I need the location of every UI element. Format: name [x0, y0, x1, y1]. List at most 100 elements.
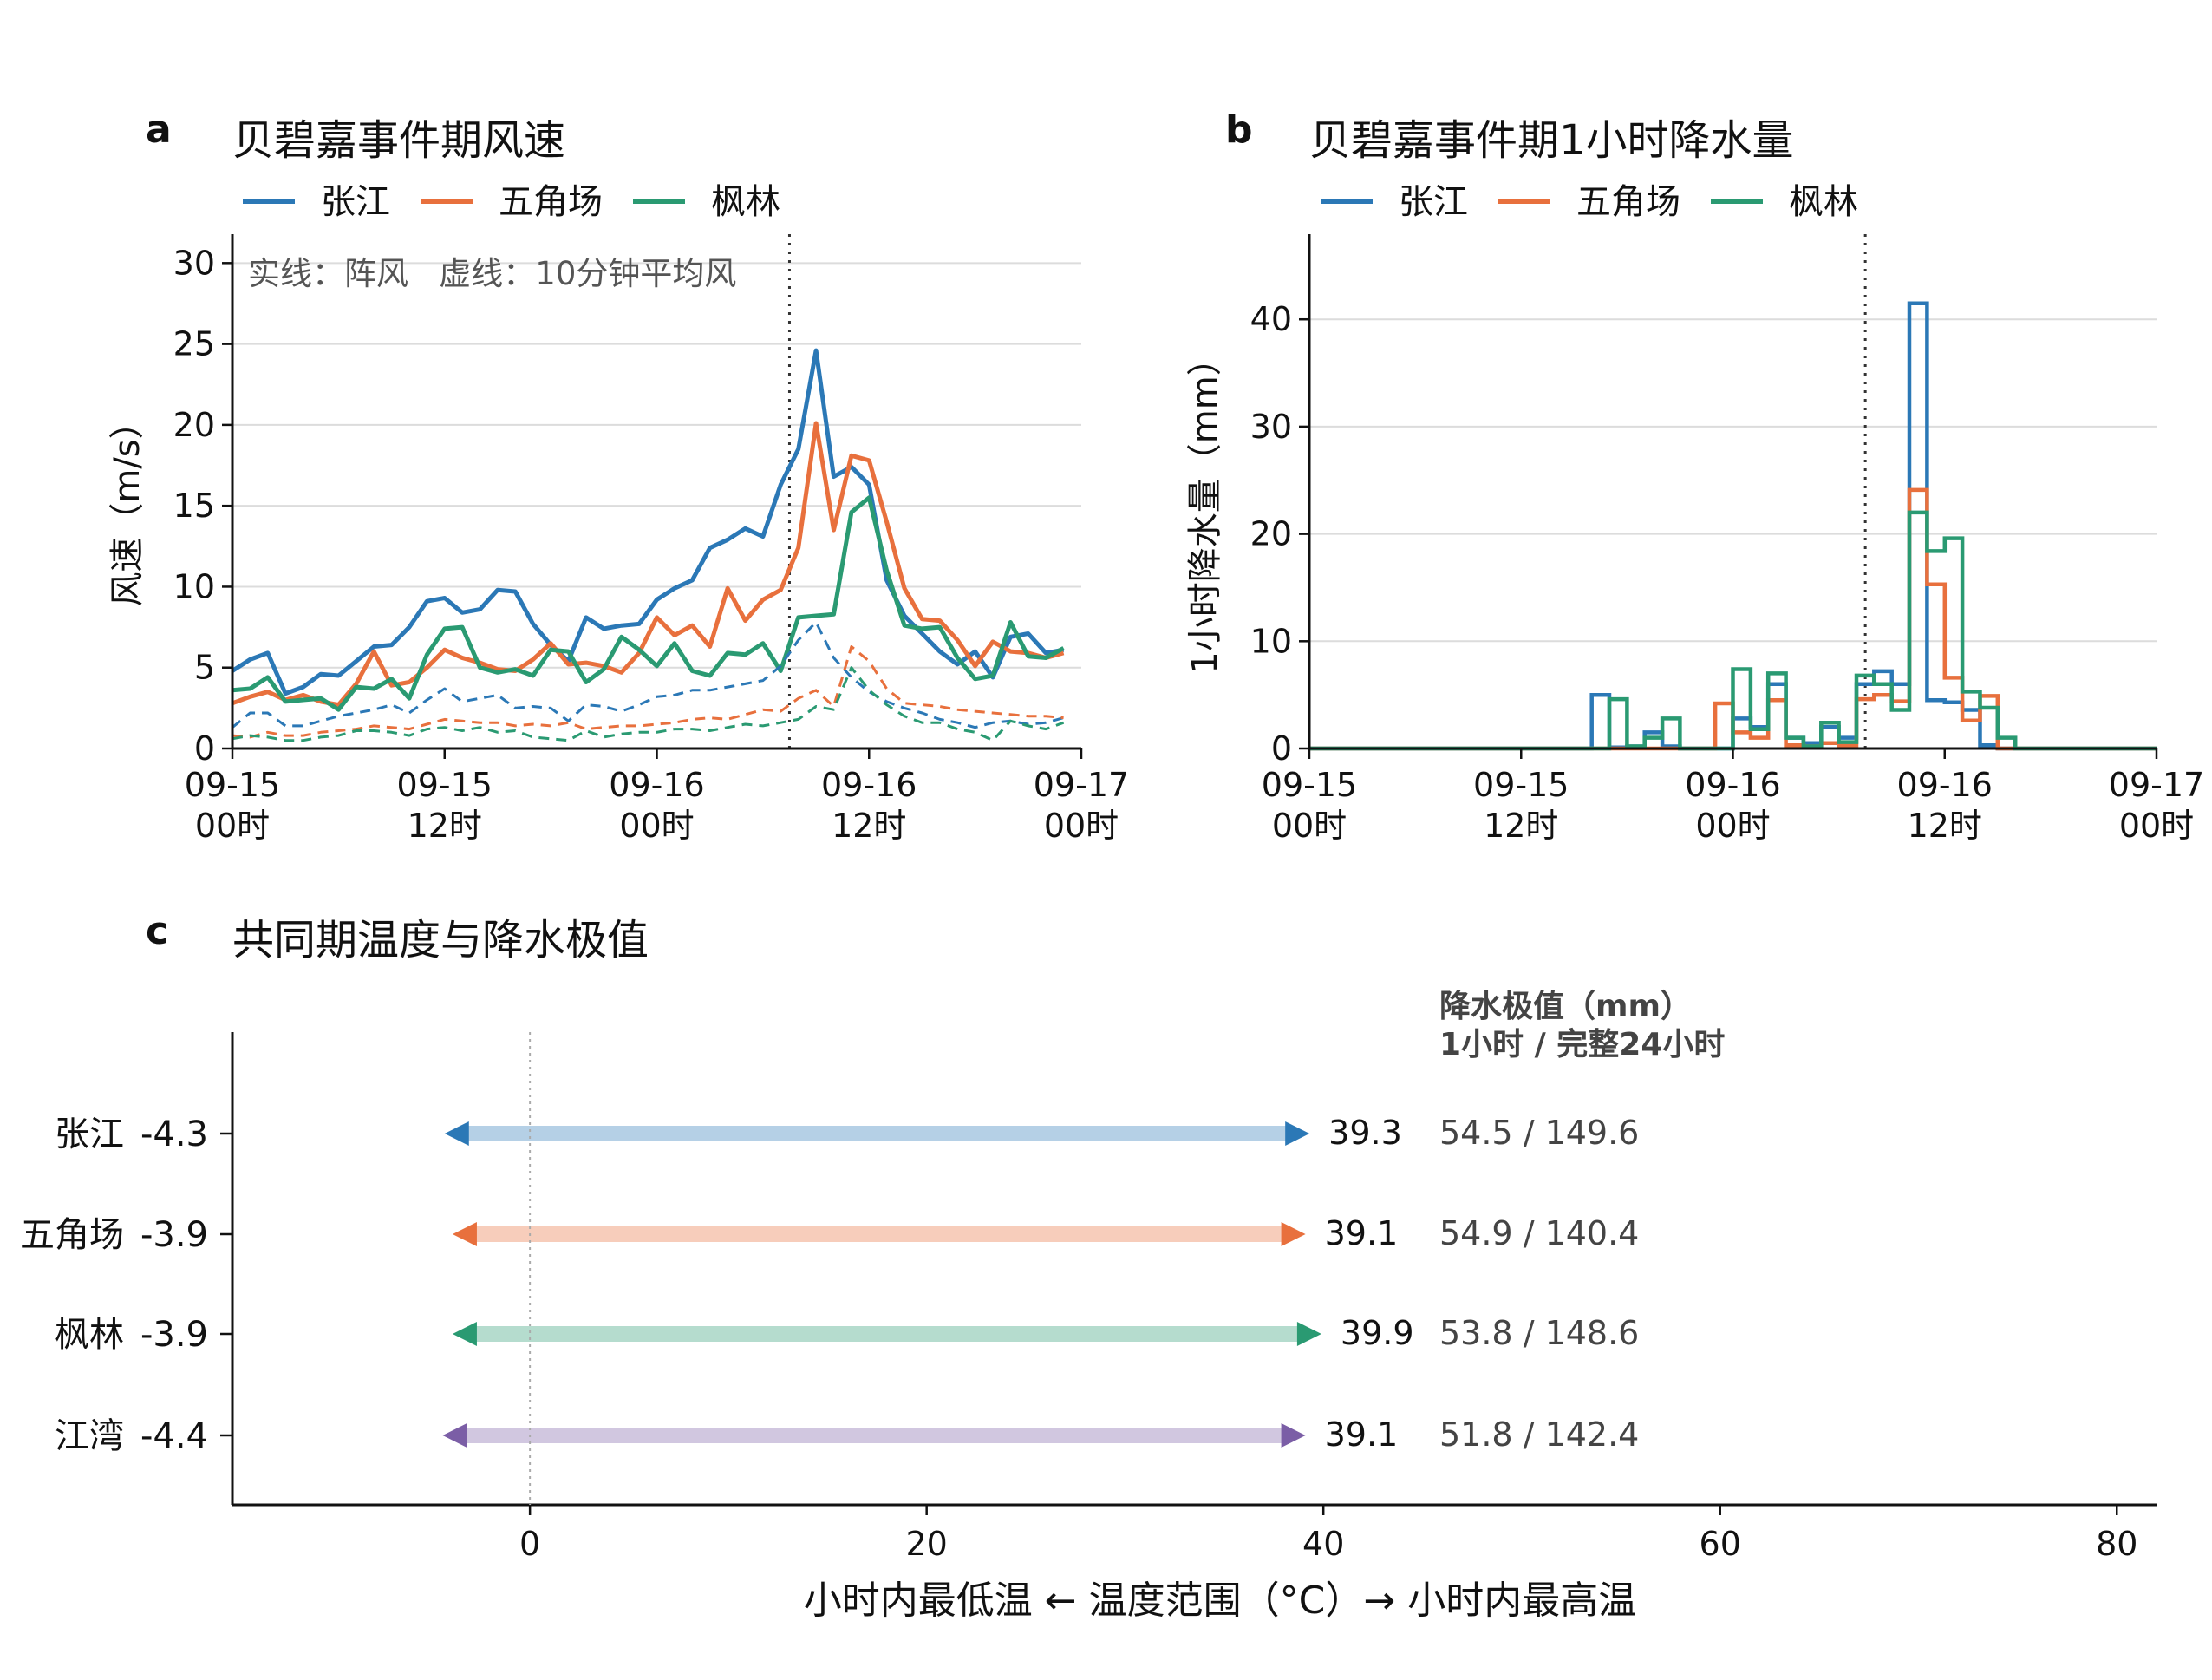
precip-header-line1: 降水极值（mm）: [1439, 989, 1692, 1024]
station-min-label: -4.3: [140, 1115, 208, 1154]
panel-b-precip-chart: b 贝碧嘉事件期1小时降水量 张江 五角场 枫林 01020304009-1500时…: [1185, 108, 2204, 845]
station-max-label: 39.3: [1328, 1114, 1402, 1152]
wind-series-line: [232, 621, 1064, 729]
station-min-label: -3.9: [140, 1315, 208, 1355]
panel-c-axes: 0 20 40 60 80: [231, 1032, 2157, 1563]
panel-b-xtick-label: 09-16: [1685, 766, 1780, 804]
panel-a-xtick-label: 09-16: [609, 766, 704, 804]
panel-b-ytick-label: 40: [1250, 300, 1292, 338]
panel-c-xtick-label: 0: [519, 1525, 540, 1563]
wind-series-line: [231, 348, 1065, 696]
panel-a-annotation: 实线：阵风 虚线：10分钟平均风: [248, 255, 736, 292]
panel-c-xtick-label: 60: [1700, 1525, 1741, 1563]
panel-b-axes: 01020304009-1500时09-1512时09-1600时09-1612…: [1250, 234, 2204, 845]
panel-a-ytick-label: 15: [173, 487, 215, 525]
panel-b-xtick-label: 09-15: [1473, 766, 1569, 804]
min-arrowhead: [452, 1222, 477, 1246]
panel-a-xtick-label: 09-16: [821, 766, 917, 804]
panel-a-xtick-label: 09-17: [1034, 766, 1129, 804]
panel-b-ytick-label: 0: [1271, 729, 1292, 768]
panel-a-legend-label: 五角场: [499, 182, 603, 222]
precip-series-step: [1309, 510, 2157, 751]
panel-a-ytick-label: 10: [173, 567, 215, 605]
panel-c-xtick-label: 20: [905, 1525, 947, 1563]
panel-a-ytick-label: 30: [173, 244, 215, 282]
station-precip-extreme: 53.8 / 148.6: [1439, 1314, 1639, 1352]
wind-series-line: [232, 666, 1065, 742]
panel-b-ytick-label: 20: [1250, 515, 1292, 553]
panel-a-wind-chart: a 贝碧嘉事件期风速 张江 五角场 枫林 05101520253009-1500时0…: [108, 108, 1129, 845]
panel-a-title: 贝碧嘉事件期风速: [232, 116, 565, 165]
panel-b-xtick-label: 12时: [1908, 807, 1982, 845]
wind-series-line: [232, 421, 1065, 708]
panel-b-xtick-label: 09-15: [1262, 766, 1357, 804]
panel-b-xtick-label: 09-17: [2109, 766, 2204, 804]
wind-series-line: [232, 495, 1065, 712]
station-row: 张江 -4.3 39.3 54.5 / 149.6: [55, 1114, 1639, 1154]
station-row: 江湾 -4.4 39.1 51.8 / 142.4: [55, 1415, 1639, 1456]
station-row: 枫林 -3.9 39.9 53.8 / 148.6: [55, 1314, 1639, 1355]
panel-a-ytick-label: 25: [173, 325, 215, 363]
panel-b-ytick-label: 30: [1250, 408, 1292, 446]
panel-b-xtick-label: 12时: [1484, 807, 1558, 845]
panel-b-xtick-label: 00时: [1272, 807, 1347, 845]
panel-b-letter: b: [1225, 108, 1253, 152]
panel-a-legend: 张江 五角场 枫林: [243, 182, 780, 222]
min-arrowhead: [444, 1121, 469, 1146]
panel-a-xtick-label: 00时: [619, 807, 694, 845]
panel-a-axes: 05101520253009-1500时09-1512时09-1600时09-1…: [173, 234, 1129, 845]
max-arrowhead: [1281, 1423, 1306, 1448]
station-name: 枫林: [55, 1315, 124, 1355]
panel-a-legend-label: 枫林: [711, 182, 780, 222]
panel-a-grid: [232, 234, 1081, 748]
min-arrowhead: [452, 1322, 477, 1346]
station-name: 张江: [55, 1115, 124, 1154]
max-arrowhead: [1281, 1222, 1306, 1246]
panel-b-grid: [1309, 234, 2157, 748]
panel-a-xtick-label: 00时: [195, 807, 270, 845]
max-arrowhead: [1285, 1121, 1310, 1146]
wind-series-line: [232, 645, 1064, 739]
panel-c-rows: 张江 -4.3 39.3 54.5 / 149.6 五角场 -3.9 39.1 54.9 / …: [20, 1114, 1639, 1456]
station-precip-extreme: 54.5 / 149.6: [1439, 1114, 1639, 1152]
station-precip-extreme: 51.8 / 142.4: [1439, 1415, 1639, 1454]
station-name: 五角场: [20, 1215, 124, 1255]
station-min-label: -4.4: [140, 1416, 208, 1456]
min-arrowhead: [442, 1423, 467, 1448]
max-arrowhead: [1296, 1322, 1321, 1346]
panel-b-ytick-label: 10: [1250, 622, 1292, 660]
panel-b-xtick-label: 09-16: [1897, 766, 1993, 804]
station-max-label: 39.9: [1341, 1314, 1414, 1352]
station-max-label: 39.1: [1325, 1415, 1399, 1454]
panel-b-legend-label: 张江: [1399, 182, 1468, 222]
panel-a-series: [231, 348, 1065, 742]
panel-b-xtick-label: 00时: [2119, 807, 2194, 845]
panel-a-legend-label: 张江: [321, 182, 390, 222]
station-precip-extreme: 54.9 / 140.4: [1439, 1214, 1639, 1252]
panel-b-series: [1309, 301, 2157, 751]
panel-a-ytick-label: 0: [194, 729, 215, 768]
panel-c-xlabel: 小时内最低温 ← 温度范围（°C）→ 小时内最高温: [804, 1579, 1636, 1623]
panel-c-xtick-label: 80: [2096, 1525, 2137, 1563]
panel-c-range-chart: c 共同期温度与降水极值 降水极值（mm） 1小时 / 完整24小时 张江 -4.…: [20, 909, 2157, 1623]
panel-b-ylabel: 1小时降水量（mm）: [1185, 341, 1225, 673]
panel-a-ytick-label: 5: [194, 649, 215, 687]
panel-a-letter: a: [146, 108, 172, 152]
panel-a-xtick-label: 09-15: [185, 766, 280, 804]
panel-a-ytick-label: 20: [173, 406, 215, 444]
panel-a-xtick-label: 09-15: [397, 766, 493, 804]
precip-header-line2: 1小时 / 完整24小时: [1439, 1027, 1725, 1062]
station-name: 江湾: [55, 1416, 124, 1456]
panel-b-legend: 张江 五角场 枫林: [1321, 182, 1858, 222]
station-min-label: -3.9: [140, 1215, 208, 1255]
panel-b-legend-label: 枫林: [1789, 182, 1858, 222]
station-max-label: 39.1: [1325, 1214, 1399, 1252]
panel-c-title: 共同期温度与降水极值: [232, 916, 649, 964]
station-row: 五角场 -3.9 39.1 54.9 / 140.4: [20, 1214, 1639, 1255]
panel-a-xtick-label: 12时: [408, 807, 482, 845]
panel-b-legend-label: 五角场: [1576, 182, 1680, 222]
panel-a-xtick-label: 12时: [832, 807, 906, 845]
panel-a-xtick-label: 00时: [1044, 807, 1119, 845]
panel-c-letter: c: [146, 909, 168, 953]
